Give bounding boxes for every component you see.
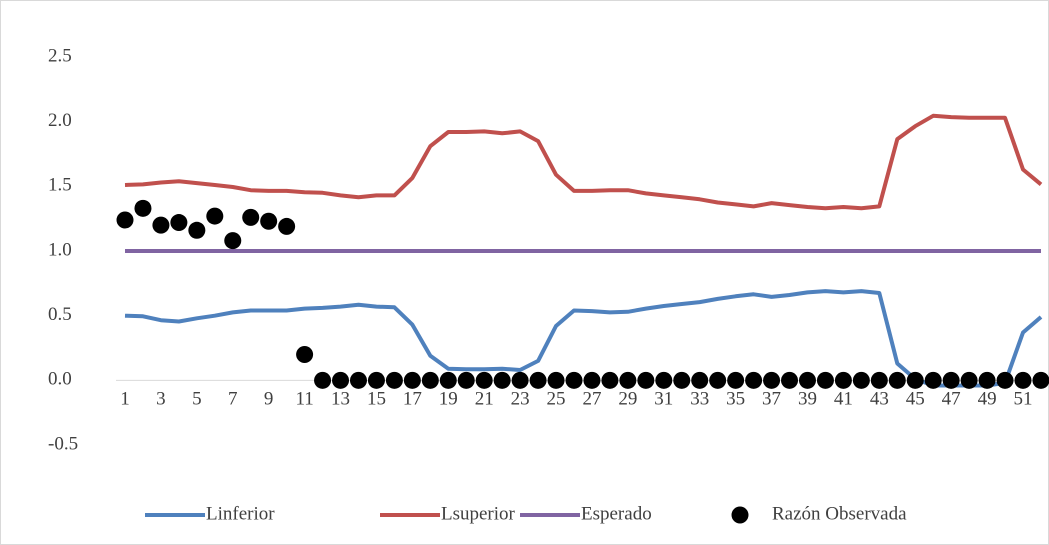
data-point (565, 371, 583, 389)
data-point (888, 371, 906, 389)
x-tick-label: 3 (156, 389, 166, 410)
data-point (116, 211, 134, 229)
data-point (924, 371, 942, 389)
data-point (475, 371, 493, 389)
data-point (852, 371, 870, 389)
data-point (996, 371, 1014, 389)
data-point (1014, 371, 1032, 389)
data-point (709, 371, 727, 389)
x-tick-label: 21 (475, 389, 494, 410)
data-point (727, 371, 745, 389)
data-point (547, 371, 565, 389)
x-tick-label: 45 (906, 389, 925, 410)
x-tick-label: 29 (618, 389, 637, 410)
data-point (619, 371, 637, 389)
data-point (655, 371, 673, 389)
x-tick-label: 39 (798, 389, 817, 410)
x-tick-label: 51 (1014, 389, 1033, 410)
data-point (601, 371, 619, 389)
data-point (942, 371, 960, 389)
y-tick-label: 0.0 (48, 369, 72, 390)
data-point (152, 216, 170, 234)
data-point (421, 371, 439, 389)
y-tick-label: 1.5 (48, 175, 72, 196)
x-tick-label: 19 (439, 389, 458, 410)
x-tick-label: 33 (690, 389, 709, 410)
data-point (242, 208, 260, 226)
data-point (583, 371, 601, 389)
x-tick-label: 7 (228, 389, 238, 410)
x-tick-label: 13 (331, 389, 350, 410)
legend-label: Esperado (581, 503, 652, 524)
x-tick-label: 49 (978, 389, 997, 410)
data-point (332, 371, 350, 389)
data-point (1032, 371, 1049, 389)
data-point (870, 371, 888, 389)
data-point (134, 199, 152, 217)
data-point (906, 371, 924, 389)
x-tick-label: 25 (547, 389, 566, 410)
data-point (691, 371, 709, 389)
data-point (260, 212, 278, 230)
y-tick-label: 2.5 (48, 45, 72, 66)
data-point (314, 371, 332, 389)
x-tick-label: 5 (192, 389, 202, 410)
x-tick-label: 37 (762, 389, 781, 410)
x-tick-label: 9 (264, 389, 274, 410)
data-point (349, 371, 367, 389)
x-tick-label: 23 (511, 389, 530, 410)
data-point (170, 214, 188, 232)
legend-label: Linferior (206, 503, 275, 524)
data-point (457, 371, 475, 389)
x-tick-label: 11 (295, 389, 313, 410)
data-point (781, 371, 799, 389)
x-tick-label: 47 (942, 389, 961, 410)
x-tick-label: 35 (726, 389, 745, 410)
line-series (124, 113, 1043, 211)
x-tick-label: 27 (582, 389, 601, 410)
data-point (529, 371, 547, 389)
x-tick-label: 1 (120, 389, 130, 410)
data-point (493, 371, 511, 389)
data-point (816, 371, 834, 389)
data-point (834, 371, 852, 389)
data-point (224, 232, 242, 250)
y-tick-label: 2.0 (48, 110, 72, 131)
data-point (367, 371, 385, 389)
data-point (206, 207, 224, 225)
x-tick-label: 31 (654, 389, 673, 410)
x-tick-label: 41 (834, 389, 853, 410)
data-point (511, 371, 529, 389)
y-tick-label: -0.5 (48, 433, 78, 454)
data-point (403, 371, 421, 389)
data-point (637, 371, 655, 389)
legend-label: Razón Observada (772, 503, 907, 524)
data-point (296, 345, 314, 363)
legend-label: Lsuperior (441, 503, 516, 524)
y-tick-label: 0.5 (48, 304, 72, 325)
data-point (798, 371, 816, 389)
data-point (278, 217, 296, 235)
x-tick-label: 43 (870, 389, 889, 410)
legend-marker (731, 506, 749, 524)
data-point (439, 371, 457, 389)
data-point (188, 221, 206, 239)
data-point (960, 371, 978, 389)
data-point (673, 371, 691, 389)
x-tick-label: 17 (403, 389, 422, 410)
line-series (124, 289, 1043, 388)
data-point (763, 371, 781, 389)
data-point (385, 371, 403, 389)
data-point (978, 371, 996, 389)
data-point (745, 371, 763, 389)
y-tick-label: 1.0 (48, 239, 72, 260)
x-tick-label: 15 (367, 389, 386, 410)
